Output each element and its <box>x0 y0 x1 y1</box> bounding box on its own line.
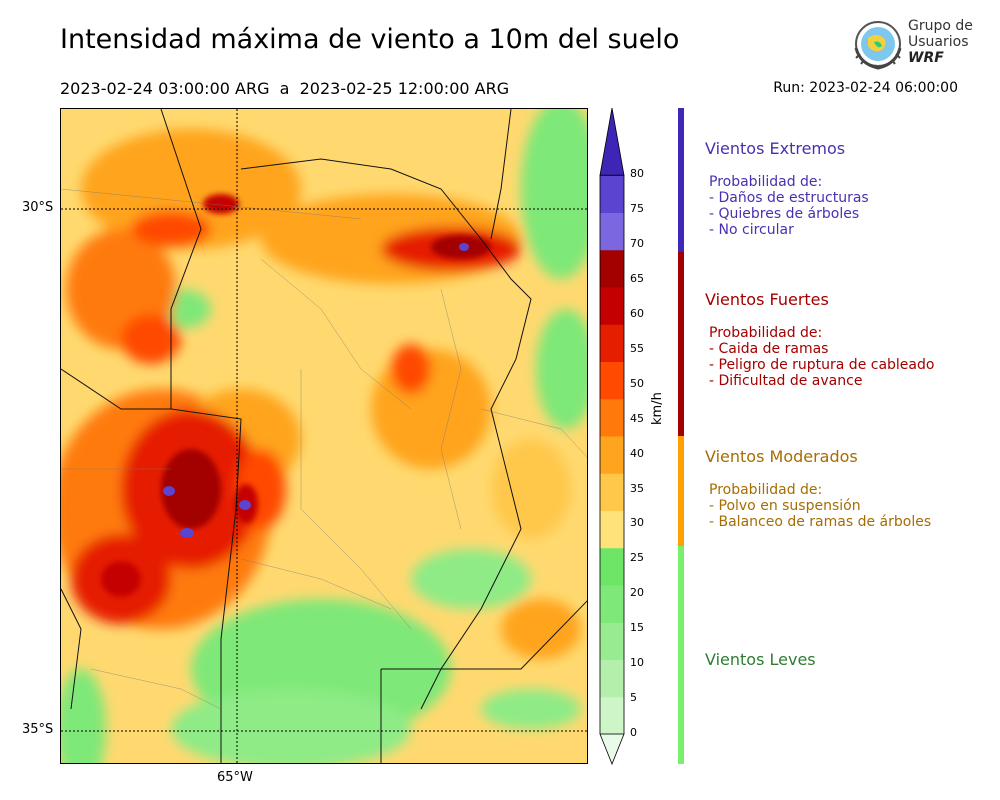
category-item: - Balanceo de ramas de árboles <box>709 514 932 530</box>
colorbar-tick-label: 65 <box>630 272 644 286</box>
colorbar-tick-label: 30 <box>630 516 644 530</box>
colorbar-tick-label: 40 <box>630 446 644 460</box>
category-title: Vientos Fuertes <box>705 290 829 309</box>
run-timestamp: Run: 2023-02-24 06:00:00 <box>773 80 958 96</box>
chart-title: Intensidad máxima de viento a 10m del su… <box>60 24 680 55</box>
colorbar-tick-label: 75 <box>630 202 644 216</box>
colorbar-segment <box>600 696 624 735</box>
logo-line-3: WRF <box>908 50 944 66</box>
colorbar-segment <box>600 175 624 213</box>
category-item: - Caida de ramas <box>709 341 829 357</box>
category-bar <box>678 108 684 252</box>
forecast-period: 2023-02-24 03:00:00 ARG a 2023-02-25 12:… <box>60 79 510 98</box>
colorbar-tick-label: 10 <box>630 656 644 670</box>
colorbar-min-extend <box>599 733 625 766</box>
colorbar-segment <box>600 249 624 288</box>
colorbar-segment <box>600 436 624 474</box>
category-block: Vientos Extremos Probabilidad de: - Daños … <box>705 139 869 238</box>
department-borders <box>61 188 587 710</box>
province-borders <box>61 109 587 763</box>
category-item: - Quiebres de árboles <box>709 206 860 222</box>
category-items: Probabilidad de: - Caida de ramas - Peligr… <box>705 325 934 389</box>
category-item: - Dificultad de avance <box>709 373 863 389</box>
colorbar-tick-label: 20 <box>630 586 644 600</box>
category-block: Vientos Moderados Probabilidad de: - Polvo… <box>705 447 931 530</box>
category-item: - Polvo en suspensión <box>709 498 861 514</box>
colorbar-tick-label: 35 <box>630 481 644 495</box>
colorbar-segment <box>600 287 624 325</box>
category-item: - Peligro de ruptura de cableado <box>709 357 935 373</box>
category-item: - No circular <box>709 222 794 238</box>
colorbar-outline <box>599 174 625 735</box>
colorbar-max-extend <box>599 108 625 176</box>
colorbar-tick-label: 25 <box>630 551 644 565</box>
category-items: Probabilidad de: - Polvo en suspensión - B… <box>705 482 931 530</box>
category-item: - Daños de estructuras <box>709 190 869 206</box>
colorbar-segment <box>600 510 624 549</box>
colorbar-segment <box>600 324 624 362</box>
lon-label-65w: 65°W <box>217 770 253 785</box>
category-item: Probabilidad de: <box>709 174 823 190</box>
category-title: Vientos Extremos <box>705 139 846 158</box>
colorbar-tick-label: 80 <box>630 167 644 181</box>
colorbar-tick-label: 5 <box>630 691 637 705</box>
category-title: Vientos Leves <box>705 650 816 669</box>
category-block: Vientos Fuertes Probabilidad de: - Caida d… <box>705 290 934 389</box>
logo-line-2: Usuarios <box>908 34 969 50</box>
category-bar <box>678 546 684 764</box>
map-gridlines <box>61 109 587 763</box>
colorbar-tick-label: 0 <box>630 726 637 739</box>
lat-label-30s: 30°S <box>22 200 54 215</box>
globe-icon <box>854 21 902 70</box>
lat-label-35s: 35°S <box>22 722 54 737</box>
colorbar-segment <box>600 398 624 437</box>
colorbar-tick-label: 60 <box>630 306 644 320</box>
colorbar-tick-label: 50 <box>630 376 644 390</box>
category-bar <box>678 436 684 546</box>
colorbar-segment <box>600 473 624 511</box>
extreme-spots <box>163 243 469 538</box>
category-item: Probabilidad de: <box>709 482 823 498</box>
wind-map <box>60 108 588 764</box>
category-block: Vientos Leves <box>705 650 816 669</box>
colorbar-tick-label: 45 <box>630 411 644 425</box>
colorbar-unit: km/h <box>650 392 665 425</box>
category-item: Probabilidad de: <box>709 325 823 341</box>
category-title: Vientos Moderados <box>705 447 858 466</box>
category-bar <box>678 252 684 436</box>
colorbar-tick-label: 15 <box>630 621 644 635</box>
logo-line-1: Grupo de <box>908 18 973 34</box>
wind-map-canvas <box>61 109 587 763</box>
colorbar-segment <box>600 659 624 698</box>
colorbar-tick-label: 55 <box>630 341 644 355</box>
colorbar-tick-label: 70 <box>630 237 644 251</box>
colorbar-segment <box>600 547 624 586</box>
category-items: Probabilidad de: - Daños de estructuras - … <box>705 174 869 238</box>
colorbar <box>599 108 625 766</box>
colorbar-segment <box>600 622 624 660</box>
colorbar-segment <box>600 585 624 623</box>
colorbar-segment <box>600 361 624 400</box>
colorbar-segment <box>600 212 624 251</box>
wrf-logo: Grupo de Usuarios WRF <box>850 18 980 74</box>
